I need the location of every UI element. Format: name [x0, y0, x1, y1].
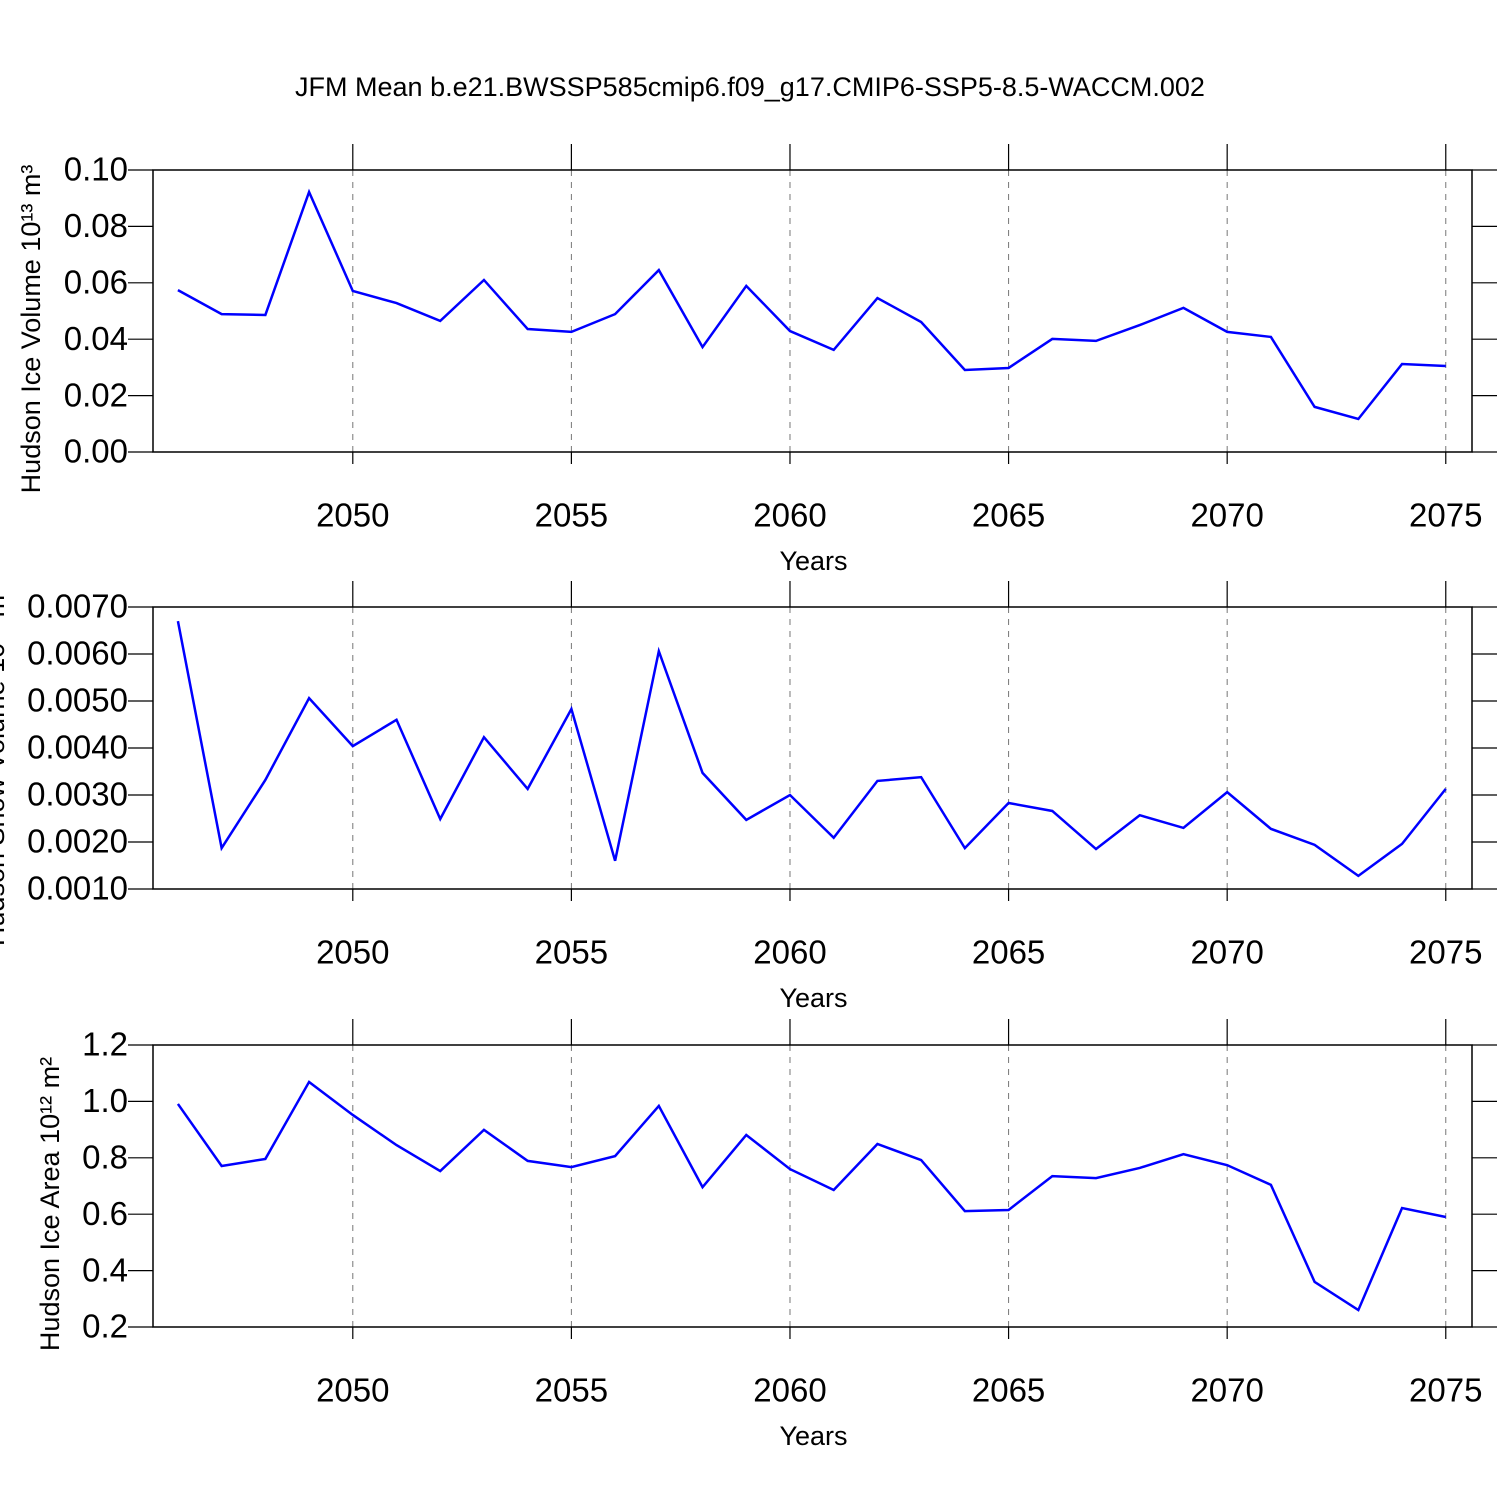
- y-axis-label: Hudson Snow Volume 10¹³ m³: [0, 586, 10, 946]
- plot-frame: [152, 169, 1473, 453]
- x-tick-label: 2065: [972, 1372, 1045, 1409]
- y-tick-label: 0.00: [64, 433, 128, 470]
- data-line: [177, 188, 1446, 421]
- y-axis-label: Hudson Ice Area 10¹² m²: [35, 1057, 65, 1351]
- y-tick-label: 0.04: [64, 320, 128, 357]
- y-tick-label: 1.0: [82, 1082, 128, 1119]
- x-tick-label: 2075: [1409, 497, 1482, 534]
- y-tick-label: 0.0070: [27, 588, 128, 625]
- y-tick-label: 0.6: [82, 1195, 128, 1232]
- y-tick-label: 0.0010: [27, 870, 128, 907]
- x-tick-label: 2050: [316, 497, 389, 534]
- y-tick-label: 0.0050: [27, 682, 128, 719]
- x-tick-label: 2070: [1190, 934, 1263, 971]
- x-axis-label: Years: [779, 546, 847, 576]
- figure-title: JFM Mean b.e21.BWSSP585cmip6.f09_g17.CMI…: [295, 72, 1205, 102]
- y-tick-label: 0.0020: [27, 823, 128, 860]
- data-line: [176, 1080, 1447, 1312]
- y-tick-label: 0.06: [64, 264, 128, 301]
- y-axis-label: Hudson Ice Volume 10¹³ m³: [16, 165, 46, 494]
- x-tick-label: 2055: [535, 497, 608, 534]
- y-tick-label: 0.0040: [27, 729, 128, 766]
- x-tick-label: 2075: [1409, 934, 1482, 971]
- data-line: [176, 620, 1447, 878]
- x-tick-label: 2050: [316, 1372, 389, 1409]
- x-tick-label: 2055: [535, 1372, 608, 1409]
- y-tick-label: 1.2: [82, 1026, 128, 1063]
- y-tick-label: 0.08: [64, 207, 128, 244]
- y-tick-label: 0.0030: [27, 776, 128, 813]
- x-tick-label: 2070: [1190, 497, 1263, 534]
- x-tick-label: 2075: [1409, 1372, 1482, 1409]
- x-tick-label: 2055: [535, 934, 608, 971]
- x-axis-label: Years: [779, 983, 847, 1013]
- x-tick-label: 2060: [753, 497, 826, 534]
- x-tick-label: 2065: [972, 497, 1045, 534]
- y-tick-label: 0.8: [82, 1139, 128, 1176]
- x-tick-label: 2050: [316, 934, 389, 971]
- y-tick-label: 0.2: [82, 1308, 128, 1345]
- x-tick-label: 2070: [1190, 1372, 1263, 1409]
- x-tick-label: 2060: [753, 934, 826, 971]
- plot-frame: [152, 1044, 1473, 1328]
- x-axis-label: Years: [779, 1421, 847, 1451]
- y-tick-label: 0.10: [64, 151, 128, 188]
- y-tick-label: 0.4: [82, 1251, 128, 1288]
- y-tick-label: 0.0060: [27, 635, 128, 672]
- plot-frame: [152, 606, 1473, 890]
- y-tick-label: 0.02: [64, 376, 128, 413]
- x-tick-label: 2060: [753, 1372, 826, 1409]
- x-tick-label: 2065: [972, 934, 1045, 971]
